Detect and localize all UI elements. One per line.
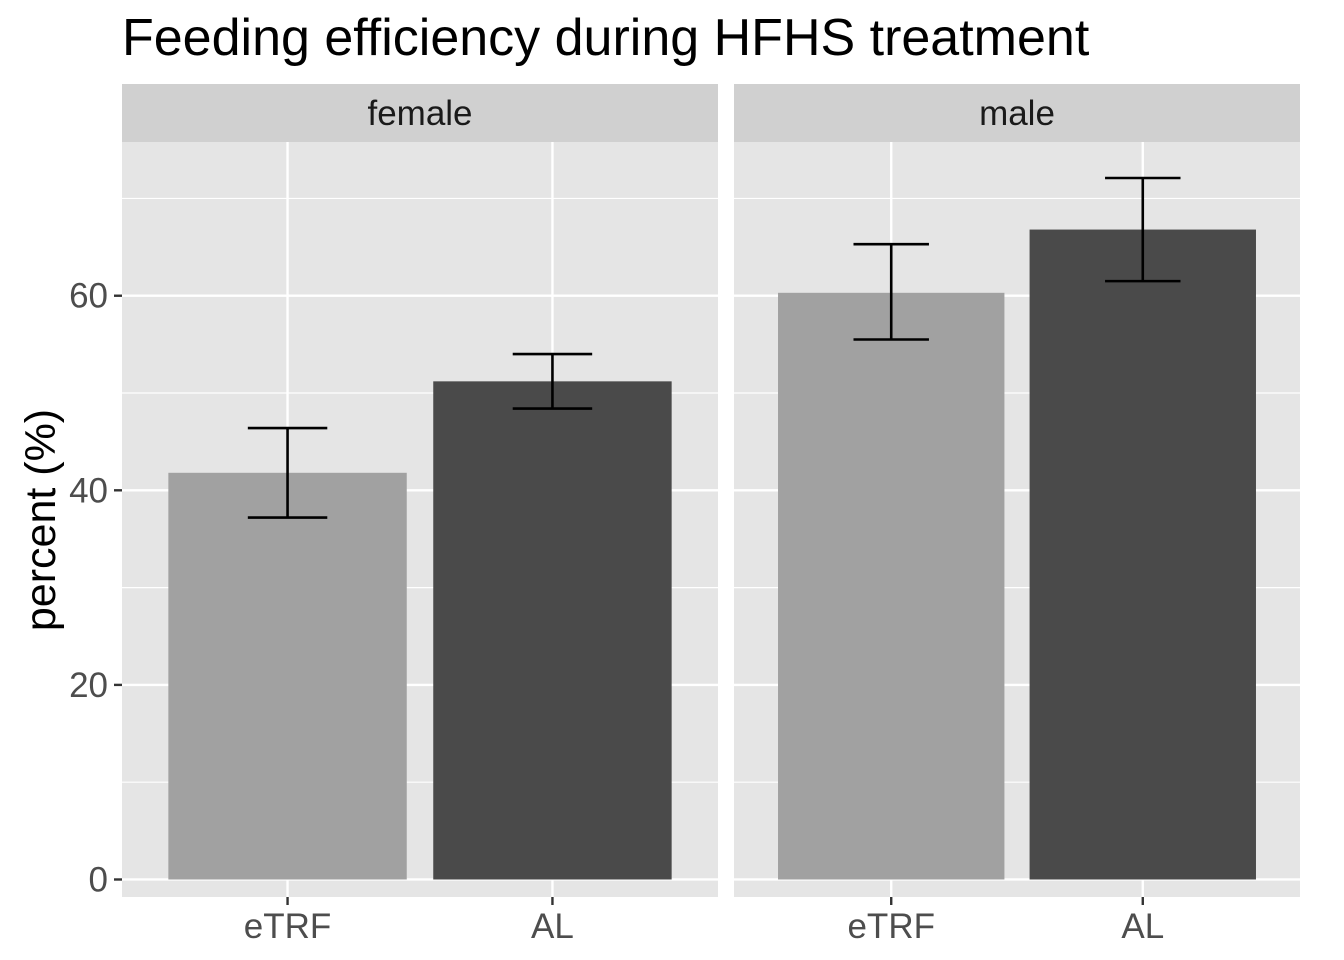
bar-male-eTRF: [778, 292, 1005, 880]
error-bar-female-eTRF: [247, 426, 328, 519]
x-tick-label: AL: [1121, 907, 1164, 946]
bar-female-eTRF: [168, 472, 407, 880]
error-bar-male-eTRF: [853, 242, 929, 341]
x-tick-label: AL: [531, 907, 574, 946]
bar-male-AL: [1029, 229, 1256, 880]
y-axis-title: percent (%): [17, 409, 65, 631]
facet-panel-female: female eTRF AL: [122, 84, 718, 946]
facet-strip-label: male: [979, 94, 1055, 133]
facet-strip-label: female: [367, 94, 472, 133]
facet-strip: [122, 84, 718, 142]
facet-panel-male: male eTRF AL: [734, 84, 1300, 946]
y-axis: 0 20 40 60: [69, 277, 122, 899]
error-bar-female-AL: [512, 352, 593, 410]
x-tick-label: eTRF: [847, 907, 935, 946]
bar-female-AL: [433, 381, 672, 880]
chart-title: Feeding efficiency during HFHS treatment: [122, 9, 1090, 67]
y-tick-label: 0: [89, 860, 108, 899]
y-tick-label: 60: [69, 277, 108, 316]
y-tick-label: 20: [69, 666, 108, 705]
facet-strip: [734, 84, 1300, 142]
y-tick-label: 40: [69, 471, 108, 510]
error-bar-male-AL: [1105, 176, 1181, 283]
x-tick-label: eTRF: [244, 907, 332, 946]
panels-layer: female eTRF AL male eTRF AL: [122, 84, 1300, 946]
